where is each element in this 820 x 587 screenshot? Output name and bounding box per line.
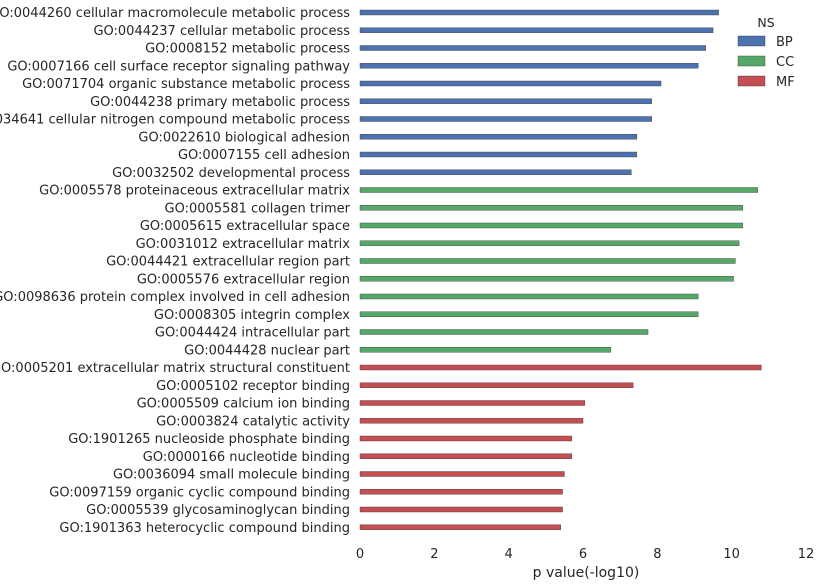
bar-cc	[359, 205, 744, 211]
category-label: GO:0044237 cellular metabolic process	[93, 24, 350, 39]
category-label: GO:0036094 small molecule binding	[113, 468, 350, 483]
bar-mf	[359, 382, 634, 388]
bar-cc	[359, 276, 734, 282]
category-label: GO:0044428 nuclear part	[184, 343, 350, 358]
bar-mf	[359, 506, 563, 513]
category-label: GO:0031012 extracellular matrix	[136, 237, 351, 252]
legend-label-cc: CC	[776, 55, 794, 70]
legend: NS BP CC MF	[737, 15, 795, 90]
x-tick-label: 0	[356, 547, 364, 562]
bar-cc	[359, 240, 740, 246]
category-label: GO:1901363 heterocyclic compound binding	[59, 521, 350, 536]
x-axis-title: p value(-log10)	[533, 565, 640, 581]
bar-mf	[359, 400, 586, 406]
legend-swatch-mf	[737, 75, 766, 87]
bar-cc	[359, 293, 699, 300]
category-label: GO:0008305 integrin complex	[154, 308, 350, 323]
bar-cc	[359, 258, 736, 264]
bar-mf	[359, 435, 573, 442]
bar-mf	[359, 453, 573, 459]
bar-mf	[359, 418, 584, 424]
bar-cc	[359, 187, 758, 193]
bar-bp	[359, 169, 632, 175]
bar-cc	[359, 347, 612, 353]
bar-cc	[359, 311, 699, 317]
category-label: GO:0005578 proteinaceous extracellular m…	[39, 184, 350, 199]
bar-bp	[359, 9, 719, 16]
category-label: GO:0005102 receptor binding	[156, 379, 350, 394]
category-label: GO:0005576 extracellular region	[137, 272, 350, 287]
bars-layer	[359, 9, 762, 530]
x-tick-label: 6	[579, 547, 587, 562]
x-tick-label: 12	[798, 547, 815, 562]
bar-bp	[359, 27, 714, 33]
category-label: GO:0098636 protein complex involved in c…	[0, 290, 350, 305]
bar-bp	[359, 98, 652, 104]
legend-swatch-cc	[737, 55, 766, 67]
bar-bp	[359, 116, 652, 122]
bar-mf	[359, 524, 561, 530]
bar-bp	[359, 134, 638, 140]
legend-swatch-bp	[737, 35, 766, 47]
legend-title: NS	[757, 15, 774, 30]
category-label: GO:0097159 organic cyclic compound bindi…	[49, 485, 350, 500]
x-tick-label: 2	[430, 547, 438, 562]
category-label: GO:0005615 extracellular space	[140, 219, 350, 234]
category-label: GO:0005539 glycosaminoglycan binding	[86, 503, 350, 518]
category-label: GO:0032502 developmental process	[112, 166, 350, 181]
category-labels: GO:0044260 cellular macromolecule metabo…	[0, 6, 351, 536]
category-label: GO:0044421 extracellular region part	[106, 255, 350, 270]
bar-mf	[359, 489, 563, 495]
category-label: GO:0034641 cellular nitrogen compound me…	[0, 113, 350, 128]
x-tick-label: 8	[653, 547, 661, 562]
category-label: GO:0003824 catalytic activity	[156, 414, 350, 429]
x-tick-label: 4	[505, 547, 513, 562]
category-label: GO:1901265 nucleoside phosphate binding	[68, 432, 350, 447]
category-label: GO:0007155 cell adhesion	[178, 148, 350, 163]
category-label: GO:0071704 organic substance metabolic p…	[22, 77, 350, 92]
category-label: GO:0005201 extracellular matrix structur…	[0, 361, 350, 376]
category-label: GO:0005581 collagen trimer	[165, 201, 351, 216]
bar-bp	[359, 151, 638, 158]
category-label: GO:0005509 calcium ion binding	[137, 397, 350, 412]
x-axis-ticks: 0 2 4 6 8 10 12	[356, 547, 814, 562]
x-tick-label: 10	[723, 547, 740, 562]
legend-label-bp: BP	[776, 35, 793, 50]
bar-bp	[359, 45, 706, 51]
bar-cc	[359, 329, 649, 335]
bar-mf	[359, 364, 762, 371]
bar-cc	[359, 222, 744, 229]
bar-bp	[359, 80, 662, 87]
category-label: GO:0044260 cellular macromolecule metabo…	[0, 6, 350, 21]
category-label: GO:0007166 cell surface receptor signali…	[7, 59, 350, 74]
bar-mf	[359, 471, 565, 477]
category-label: GO:0008152 metabolic process	[145, 42, 350, 57]
category-label: GO:0000166 nucleotide binding	[143, 450, 350, 465]
legend-label-mf: MF	[776, 75, 795, 90]
category-label: GO:0044238 primary metabolic process	[90, 95, 350, 110]
category-label: GO:0022610 biological adhesion	[138, 130, 350, 145]
category-label: GO:0044424 intracellular part	[155, 326, 350, 341]
bar-bp	[359, 63, 699, 69]
